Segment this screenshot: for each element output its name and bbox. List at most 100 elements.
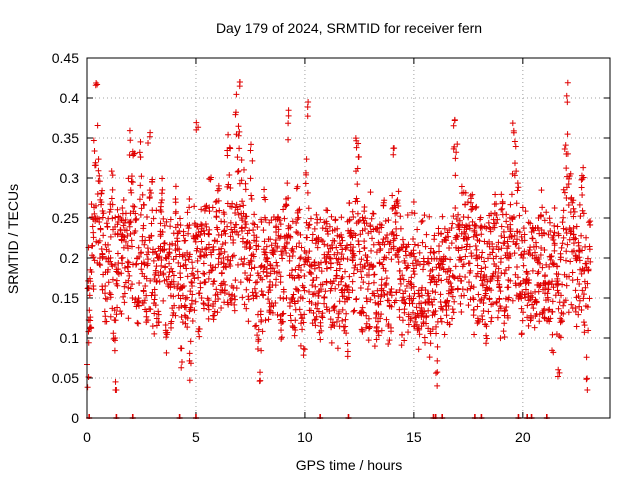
data-point: [202, 246, 209, 253]
data-point: [246, 261, 253, 268]
data-point: [501, 334, 508, 341]
data-point: [529, 235, 536, 242]
data-point: [248, 141, 255, 148]
data-point: [423, 231, 430, 238]
data-point: [468, 206, 475, 213]
data-point: [289, 218, 296, 225]
data-point: [546, 263, 553, 270]
data-point: [536, 282, 543, 289]
data-point: [478, 268, 485, 275]
data-point: [410, 295, 417, 302]
data-point: [336, 265, 343, 272]
data-point: [378, 224, 385, 231]
data-point: [133, 303, 140, 310]
data-point: [438, 264, 445, 271]
data-point: [583, 354, 590, 361]
data-point: [200, 227, 207, 234]
data-point: [299, 295, 306, 302]
data-point: [307, 269, 314, 276]
data-point: [147, 129, 154, 136]
data-point: [300, 345, 307, 352]
data-point: [315, 300, 322, 307]
data-point: [167, 216, 174, 223]
data-point: [283, 294, 290, 301]
data-point: [372, 299, 379, 306]
data-point: [315, 292, 322, 299]
data-point: [516, 281, 523, 288]
data-point: [561, 146, 568, 153]
data-point: [159, 229, 166, 236]
data-point: [291, 298, 298, 305]
data-point: [238, 157, 245, 164]
data-point: [339, 237, 346, 244]
data-point: [274, 244, 281, 251]
data-point: [328, 242, 335, 249]
data-point: [551, 260, 558, 267]
data-point: [512, 280, 519, 287]
data-point: [520, 251, 527, 258]
data-point: [205, 315, 212, 322]
data-point: [260, 246, 267, 253]
data-point: [362, 324, 369, 331]
data-point: [483, 332, 490, 339]
data-point: [576, 303, 583, 310]
data-point: [254, 332, 261, 339]
data-point: [112, 317, 119, 324]
data-point: [437, 291, 444, 298]
data-point: [266, 278, 273, 285]
data-point: [465, 260, 472, 267]
data-point: [519, 204, 526, 211]
data-point: [267, 270, 274, 277]
data-point: [392, 297, 399, 304]
data-point: [529, 267, 536, 274]
data-point: [481, 258, 488, 265]
data-point: [88, 269, 95, 276]
data-point: [161, 240, 168, 247]
data-point: [558, 292, 565, 299]
data-point: [564, 99, 571, 106]
data-point: [243, 213, 250, 220]
data-point: [319, 281, 326, 288]
data-point: [449, 315, 456, 322]
data-point: [537, 252, 544, 259]
data-point: [453, 236, 460, 243]
data-point: [403, 282, 410, 289]
data-point: [373, 324, 380, 331]
data-point: [404, 212, 411, 219]
data-point: [209, 303, 216, 310]
data-point: [136, 302, 143, 309]
data-point: [324, 228, 331, 235]
data-point: [122, 216, 129, 223]
data-point: [394, 253, 401, 260]
data-point: [545, 286, 552, 293]
data-point: [231, 307, 238, 314]
x-tick-label: 5: [192, 429, 200, 445]
data-point: [134, 299, 141, 306]
data-point: [193, 232, 200, 239]
data-point: [225, 131, 232, 138]
data-point: [121, 290, 128, 297]
data-point: [351, 307, 358, 314]
data-point: [512, 143, 519, 150]
data-point: [393, 198, 400, 205]
data-point: [336, 308, 343, 315]
data-point: [233, 221, 240, 228]
data-point: [419, 284, 426, 291]
data-point: [466, 243, 473, 250]
data-point: [160, 297, 167, 304]
data-point: [354, 165, 361, 172]
data-point: [101, 308, 108, 315]
data-point: [461, 292, 468, 299]
data-point: [338, 214, 345, 221]
data-point: [231, 293, 238, 300]
plot-frame: [86, 57, 611, 419]
data-point: [435, 248, 442, 255]
data-point: [536, 318, 543, 325]
data-point: [174, 221, 181, 228]
y-tick-label: 0.35: [52, 130, 79, 146]
data-point: [575, 311, 582, 318]
data-point: [555, 232, 562, 239]
data-point: [241, 301, 248, 308]
data-point: [409, 309, 416, 316]
data-point: [488, 210, 495, 217]
